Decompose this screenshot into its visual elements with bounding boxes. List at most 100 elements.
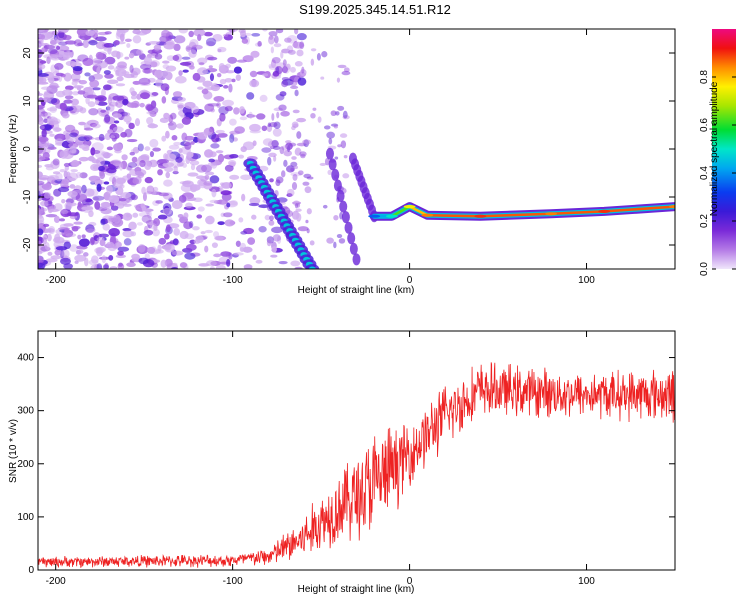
noise-blob	[153, 44, 162, 51]
noise-blob	[115, 32, 122, 40]
noise-blob	[38, 250, 43, 255]
noise-blob	[198, 62, 205, 66]
noise-blob	[273, 43, 282, 48]
noise-blob	[81, 234, 86, 239]
noise-blob	[142, 192, 147, 202]
noise-blob	[92, 149, 101, 154]
noise-blob	[285, 140, 292, 144]
noise-blob	[246, 92, 255, 100]
noise-blob	[323, 125, 331, 130]
noise-blob	[98, 165, 105, 172]
noise-blob	[289, 66, 296, 73]
noise-blob	[180, 183, 193, 193]
noise-blob	[65, 232, 77, 238]
noise-blob	[38, 215, 45, 224]
noise-blob	[40, 34, 46, 40]
noise-blob	[244, 32, 252, 37]
noise-blob	[41, 237, 47, 245]
noise-blob	[196, 67, 209, 76]
noise-blob	[261, 147, 272, 153]
noise-blob	[84, 72, 91, 77]
noise-blob	[173, 228, 181, 236]
noise-blob	[93, 196, 99, 201]
noise-blob	[70, 98, 80, 106]
secondary-track-blob	[331, 168, 340, 181]
colorbar-ticks: 0.0 0.2 0.4 0.6 0.8	[699, 70, 736, 276]
noise-blob	[57, 186, 70, 193]
noise-blob	[262, 29, 268, 32]
noise-blob	[185, 155, 191, 165]
noise-blob	[160, 259, 167, 268]
noise-blob	[335, 111, 340, 116]
noise-blob	[239, 106, 245, 114]
noise-blob	[64, 124, 76, 133]
noise-blob	[191, 44, 203, 50]
noise-blob	[215, 129, 225, 134]
noise-blob	[211, 242, 218, 248]
noise-blob	[201, 88, 209, 95]
noise-blob	[115, 254, 127, 259]
noise-blob	[328, 137, 333, 145]
noise-blob	[197, 206, 205, 212]
noise-blob	[131, 253, 140, 260]
noise-blob	[150, 100, 157, 109]
noise-blob	[145, 208, 150, 215]
noise-blob	[193, 239, 201, 244]
noise-blob	[77, 234, 82, 240]
noise-blob	[122, 230, 135, 238]
noise-blob	[197, 34, 202, 41]
noise-blob	[130, 194, 138, 201]
snr-y-tick-label: 300	[17, 406, 34, 417]
noise-blob	[38, 180, 45, 186]
noise-blob	[203, 31, 213, 37]
noise-blob	[63, 99, 73, 104]
noise-blob	[92, 87, 101, 91]
noise-blob	[82, 39, 89, 48]
noise-blob	[223, 212, 233, 218]
noise-blob	[38, 116, 44, 122]
noise-blob	[317, 116, 322, 123]
noise-blob	[299, 41, 305, 50]
noise-blob	[188, 49, 197, 58]
noise-blob	[208, 65, 213, 69]
noise-blob	[101, 88, 106, 97]
noise-blob	[312, 107, 317, 111]
noise-blob	[122, 112, 131, 117]
secondary-track-blob	[325, 147, 334, 160]
noise-blob	[330, 110, 337, 117]
noise-blob	[324, 157, 330, 166]
spectrogram-y-tick-label: 10	[22, 95, 33, 107]
noise-blob	[102, 223, 111, 231]
noise-blob	[290, 85, 299, 89]
noise-blob	[89, 237, 95, 246]
noise-blob	[44, 192, 52, 199]
noise-blob	[190, 184, 201, 191]
noise-blob	[91, 59, 102, 67]
noise-blob	[48, 48, 58, 54]
noise-blob	[204, 103, 215, 112]
noise-blob	[45, 214, 58, 218]
noise-blob	[147, 123, 159, 129]
noise-blob	[42, 223, 50, 227]
noise-blob	[188, 30, 194, 38]
noise-blob	[165, 130, 170, 139]
noise-blob	[100, 109, 106, 113]
noise-blob	[63, 263, 73, 269]
noise-blob	[204, 229, 213, 234]
noise-blob	[151, 91, 159, 96]
noise-blob	[217, 153, 225, 163]
noise-blob	[296, 33, 307, 41]
noise-blob	[171, 200, 183, 210]
noise-blob	[302, 181, 310, 186]
noise-blob	[85, 96, 90, 105]
noise-blob	[65, 132, 70, 140]
noise-blob	[75, 193, 88, 202]
noise-blob	[78, 249, 84, 254]
noise-blob	[73, 221, 83, 225]
noise-blob	[86, 94, 99, 99]
noise-blob	[49, 55, 61, 61]
noise-blob	[95, 36, 107, 42]
noise-blob	[172, 91, 183, 98]
noise-blob	[88, 40, 98, 46]
noise-blob	[160, 83, 170, 91]
